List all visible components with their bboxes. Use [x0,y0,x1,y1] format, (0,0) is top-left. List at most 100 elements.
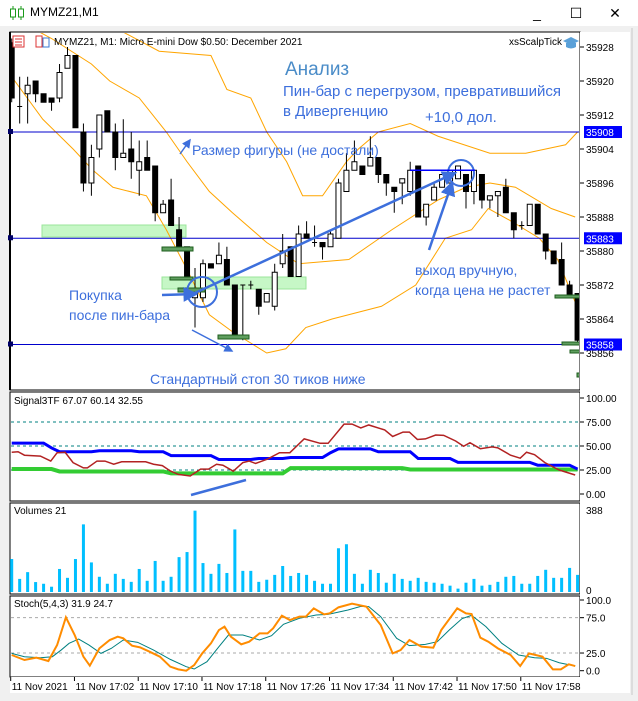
graduation-cap-icon[interactable] [563,37,579,49]
candle[interactable] [550,250,557,265]
candle[interactable] [32,80,39,103]
time-axis[interactable] [10,677,630,693]
trend-arrow[interactable] [183,171,458,300]
candle[interactable] [231,284,238,337]
size-arrow[interactable] [179,138,191,155]
price-axis[interactable] [580,32,630,677]
annotation-line1[interactable]: Пин-бар с перегрузом, превратившийся [283,83,561,100]
candle[interactable] [248,280,254,290]
candle[interactable] [327,229,334,248]
order-mark[interactable] [569,349,582,354]
candle[interactable] [136,140,143,196]
candle[interactable] [207,263,214,269]
candle[interactable] [383,174,390,196]
exit-arrow[interactable] [427,180,456,251]
exit-circle[interactable] [447,159,475,187]
annotation-size[interactable]: Размер фигуры (не достали) [192,142,379,158]
annotation-profit[interactable]: +10,0 дол. [425,109,497,126]
annotation-exit-1[interactable]: выход вручную, [415,262,517,278]
order-mark[interactable] [161,246,194,252]
candle[interactable] [72,55,79,129]
list-icon[interactable] [12,35,25,48]
candle[interactable] [343,153,350,192]
candle[interactable] [240,284,246,341]
candle[interactable] [199,259,206,303]
order-mark[interactable] [554,294,582,299]
order-mark[interactable] [217,334,250,340]
annotation-stop[interactable]: Стандартный стоп 30 тиков ниже [150,371,366,387]
annotation-line2[interactable]: в Дивергенцию [283,103,388,120]
price-tag[interactable] [584,126,622,138]
candle[interactable] [494,191,501,218]
candle[interactable] [40,93,47,103]
candle[interactable] [303,221,310,239]
candle[interactable] [455,165,462,180]
candle[interactable] [128,132,135,179]
candle[interactable] [295,225,302,277]
candle[interactable] [287,246,294,277]
candle[interactable] [17,76,23,124]
candle[interactable] [160,200,167,214]
candle[interactable] [542,233,549,260]
candle[interactable] [519,221,525,230]
candle[interactable] [96,114,103,158]
candle[interactable] [534,203,541,235]
maximize-button[interactable]: ☐ [569,5,583,21]
minimize-button[interactable]: _ [533,5,541,21]
candle[interactable] [526,203,533,226]
candle[interactable] [359,165,366,175]
candle[interactable] [263,293,270,303]
candle[interactable] [312,225,318,247]
candle[interactable] [152,165,159,222]
template-icon[interactable] [35,35,50,48]
main-chart-panel[interactable] [9,31,581,391]
price-tag[interactable] [584,232,622,245]
candle[interactable] [271,263,278,311]
stop-arrow[interactable] [191,329,234,352]
candle[interactable] [478,174,485,209]
volumes-panel[interactable] [9,502,581,595]
candle[interactable] [112,123,119,171]
title-bar[interactable]: MYMZ21,M1 _ ☐ ✕ [0,0,638,26]
candle[interactable] [367,136,374,167]
candle[interactable] [351,140,358,171]
buy-arrow[interactable] [161,286,199,302]
candle[interactable] [255,288,262,315]
price-tag[interactable] [584,338,622,351]
candle[interactable] [144,140,151,171]
candle[interactable] [423,203,430,226]
candle[interactable] [24,76,31,124]
candle[interactable] [120,119,127,158]
divergence-arrow[interactable] [190,478,247,497]
candle[interactable] [168,178,175,226]
candle[interactable] [558,242,565,286]
order-mark[interactable] [576,372,581,378]
candle[interactable] [48,97,55,111]
close-button[interactable]: ✕ [609,5,621,21]
annotation-title[interactable]: Анализ [285,59,349,80]
annotation-exit-2[interactable]: когда цена не растет [415,282,551,298]
candle[interactable] [56,64,63,103]
candle[interactable] [319,242,326,260]
annotation-buy-1[interactable]: Покупка [69,287,122,303]
candle[interactable] [335,178,342,239]
candle[interactable] [88,144,95,196]
pinbar-circle[interactable] [186,276,218,308]
candle[interactable] [215,242,222,265]
annotation-buy-2[interactable]: после пин-бара [69,307,170,323]
candle[interactable] [486,195,493,209]
candle[interactable] [510,212,517,239]
candle[interactable] [502,178,509,214]
candle[interactable] [375,157,382,184]
zone-rect[interactable] [41,224,187,238]
candle[interactable] [64,47,71,69]
candle[interactable] [80,123,87,192]
candle[interactable] [574,293,580,345]
candle[interactable] [399,178,406,205]
candle[interactable] [279,234,286,268]
candle[interactable] [431,183,438,201]
candle[interactable] [9,38,15,103]
candle[interactable] [104,110,111,133]
order-mark[interactable] [169,276,194,281]
